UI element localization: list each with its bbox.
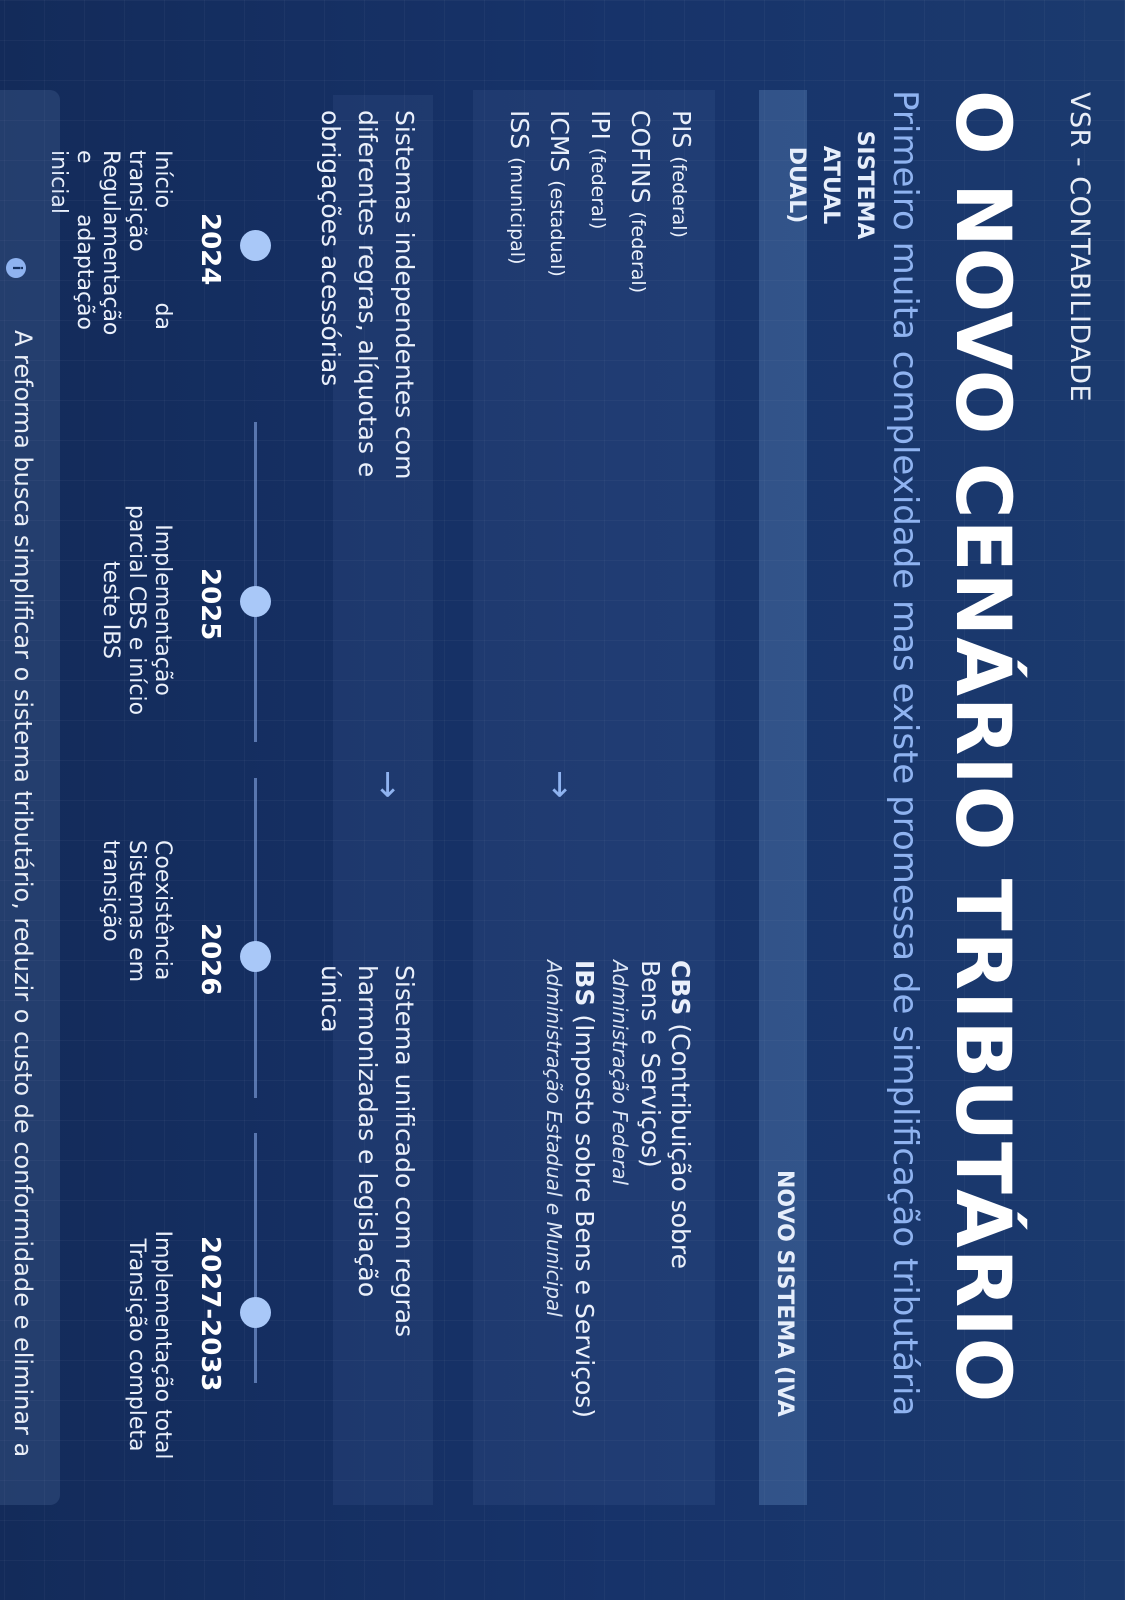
current-system-header: SISTEMA ATUAL DUAL) — [783, 130, 877, 240]
timeline-connector — [254, 778, 257, 1098]
timeline-dot — [240, 230, 271, 261]
timeline-description: Coexistência Sistemas em transição — [98, 840, 175, 983]
timeline-connector — [254, 1133, 257, 1383]
timeline-description: Implementação parcial CBS e início teste… — [98, 504, 175, 716]
list-item: CBS (Contribuição sobre Bens e Serviços) — [636, 960, 695, 1270]
new-taxes-list: CBS (Contribuição sobre Bens e Serviços)… — [533, 960, 695, 1418]
timeline-year: 2026 — [195, 923, 225, 996]
list-item: IBS (Imposto sobre Bens e Serviços) — [570, 960, 599, 1419]
current-taxes-list: PIS (federal) COFINS (federal) IPI (fede… — [498, 110, 701, 293]
timeline-dot — [240, 941, 271, 972]
timeline-year: 2025 — [195, 568, 225, 641]
timeline-year: 2024 — [195, 213, 225, 286]
list-item: ICMS (estadual) — [545, 110, 575, 277]
brand-label: VSR - CONTABILIDADE — [1064, 92, 1095, 403]
page-subtitle: Primeiro muita complexidade mas existe p… — [885, 90, 925, 1417]
timeline-year: 2027-2033 — [195, 1236, 225, 1392]
timeline-dot — [240, 1297, 271, 1328]
list-item: PIS (federal) — [667, 110, 696, 238]
timeline-description: Implementação total Transição completa — [124, 1230, 175, 1460]
new-system-description: Sistema unificado com regras harmonizada… — [316, 965, 419, 1338]
list-item: ISS (municipal) — [505, 110, 534, 265]
page-title: O NOVO CENÁRIO TRIBUTÁRIO — [939, 90, 1028, 1404]
timeline-description: Início da transição Regulamentação e ada… — [46, 150, 175, 336]
new-system-header: NOVO SISTEMA (IVA — [772, 1170, 797, 1417]
administration-label: Administração Estadual e Municipal — [542, 960, 566, 1317]
timeline-dot — [240, 586, 271, 617]
info-icon: i — [6, 258, 26, 278]
footer-note: A reforma busca simplificar o sistema tr… — [9, 330, 37, 1458]
administration-label: Administração Federal — [608, 960, 632, 1186]
current-system-description: Sistemas independentes com diferentes re… — [316, 110, 419, 480]
arrow-right-icon: → — [368, 770, 408, 799]
arrow-right-icon: → — [540, 770, 580, 799]
timeline-connector — [254, 422, 257, 742]
list-item: COFINS (federal) — [626, 110, 656, 294]
list-item: IPI (federal) — [586, 110, 615, 230]
